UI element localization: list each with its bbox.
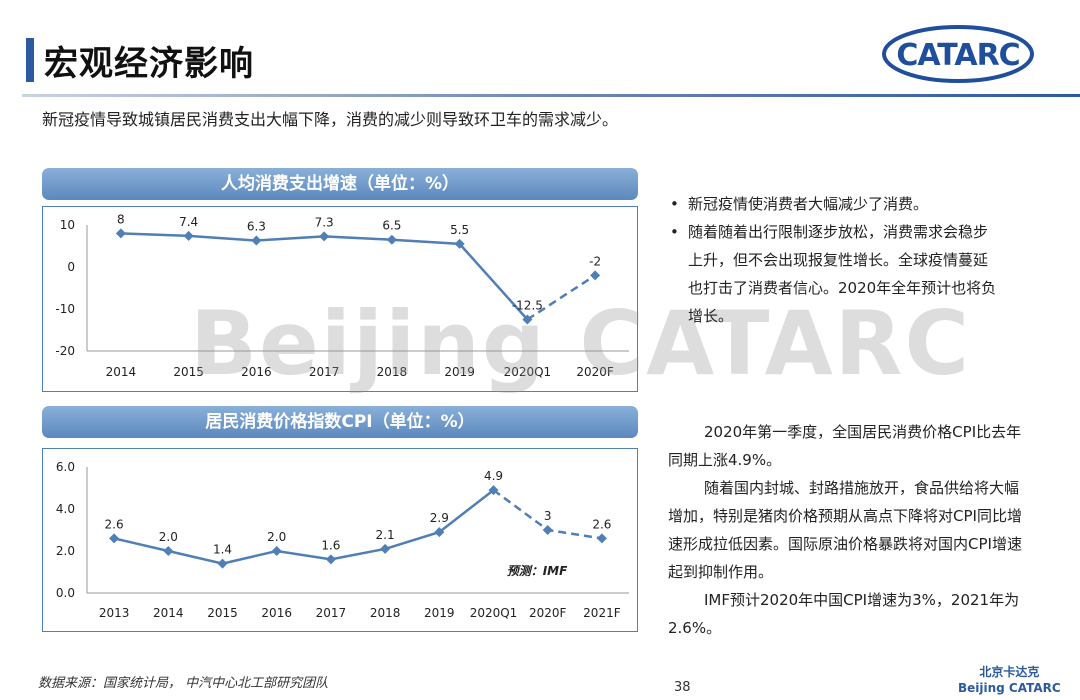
page-title: 宏观经济影响 xyxy=(44,44,254,84)
chart1-x-tick-label: 2014 xyxy=(106,365,137,379)
chart1-panel: 10 0 -10 -20 2014 2015 2016 2017 2018 2019 2020Q1 2… xyxy=(42,206,638,392)
brand-en: Beijing CATARC xyxy=(958,681,1061,695)
logo-text: CATARC xyxy=(896,38,1019,73)
chart1-y-tick-label: -10 xyxy=(55,302,75,316)
chart1-data-label: 6.5 xyxy=(382,219,401,233)
header-divider xyxy=(22,94,1080,97)
chart2-x-tick-label: 2021F xyxy=(583,606,621,620)
brand-cn: 北京卡达克 xyxy=(979,665,1040,679)
chart2-y-tick-label: 0.0 xyxy=(56,586,75,600)
bullet-item: 新冠疫情使消费者大幅减少了消费。 xyxy=(670,190,1000,218)
chart2-x-tick-label: 2016 xyxy=(261,606,292,620)
chart2-data-label: 2.0 xyxy=(159,530,178,544)
chart1-x-tick-label: 2015 xyxy=(173,365,204,379)
chart2-x-tick-label: 2013 xyxy=(99,606,130,620)
chart2-x-tick-label: 2017 xyxy=(316,606,347,620)
chart1-x-tick-label: 2020F xyxy=(576,365,614,379)
chart2-x-tick-label: 2015 xyxy=(207,606,238,620)
chart2-data-point xyxy=(163,546,174,556)
chart2-annotation: 预测：IMF xyxy=(507,564,568,578)
commentary-bullets: 新冠疫情使消费者大幅减少了消费。 随着随着出行限制逐步放松，消费需求会稳步上升，… xyxy=(670,190,1000,330)
chart2-data-label: 2.9 xyxy=(430,511,449,525)
chart2-series-line xyxy=(113,489,495,565)
chart1-data-point xyxy=(522,314,533,325)
chart1-data-point xyxy=(251,235,262,246)
chart2-x-tick-label: 2019 xyxy=(424,606,455,620)
chart1-y-tick-label: 0 xyxy=(67,260,75,274)
chart1-data-point xyxy=(319,231,330,242)
chart2-data-label: 1.4 xyxy=(213,543,232,557)
footer-brand: 北京卡达克 Beijing CATARC xyxy=(958,664,1061,696)
chart2-data-point xyxy=(325,554,336,565)
chart2-data-point xyxy=(380,543,391,554)
chart2-data-point xyxy=(109,533,120,544)
chart2-x-tick-label: 2014 xyxy=(153,606,184,620)
chart2-data-point xyxy=(488,485,499,496)
chart1-x-tick-label: 2020Q1 xyxy=(504,365,552,379)
chart1-data-point xyxy=(386,234,397,245)
chart1-data-label: -2 xyxy=(589,254,601,268)
chart2-panel: 6.0 4.0 2.0 0.0 2013 2014 2015 2016 2017 2018 2019… xyxy=(42,448,638,632)
chart2-y-tick-label: 2.0 xyxy=(56,544,75,558)
title-accent-bar xyxy=(26,38,34,82)
chart2-y-tick-label: 6.0 xyxy=(56,460,75,474)
chart2-data-label: 2.6 xyxy=(592,517,611,531)
cpi-paragraph-2: 随着国内封城、封路措施放开，食品供给将大幅增加，特别是猪肉价格预期从高点下降将对… xyxy=(668,479,1022,581)
chart1-data-point xyxy=(115,228,126,239)
chart1-x-tick-label: 2018 xyxy=(377,365,408,379)
chart2-data-point xyxy=(271,546,282,556)
chart2-x-tick-label: 2020F xyxy=(529,606,567,620)
chart1-data-point xyxy=(183,230,194,241)
page-number: 38 xyxy=(674,680,691,695)
chart2-x-tick-label: 2018 xyxy=(370,606,401,620)
chart2-x-tick-label: 2020Q1 xyxy=(470,606,518,620)
chart1-data-label: 8 xyxy=(117,212,125,226)
chart1-y-tick-label: 10 xyxy=(60,218,75,232)
chart1-x-tick-label: 2016 xyxy=(241,365,272,379)
chart2-data-point xyxy=(596,533,607,544)
chart1-header: 人均消费支出增速（单位：%） xyxy=(42,168,638,200)
chart2-data-label: 4.9 xyxy=(484,469,503,483)
chart2-data-label: 2.0 xyxy=(267,530,286,544)
chart1-series-line xyxy=(120,232,529,321)
catarc-logo: CATARC xyxy=(882,25,1034,83)
chart2-data-label: 2.1 xyxy=(376,528,395,542)
chart2-data-label: 3 xyxy=(544,509,552,523)
bullet-item: 随着随着出行限制逐步放松，消费需求会稳步上升，但不会出现报复性增长。全球疫情蔓延… xyxy=(670,218,1000,330)
chart2-svg: 6.0 4.0 2.0 0.0 2013 2014 2015 2016 2017 2018 2019… xyxy=(56,460,629,620)
cpi-paragraph-3: IMF预计2020年中国CPI增速为3%，2021年为2.6%。 xyxy=(668,591,1020,637)
cpi-paragraph-1: 2020年第一季度，全国居民消费价格CPI比去年同期上涨4.9%。 xyxy=(668,423,1022,469)
chart1-data-point xyxy=(454,238,465,249)
chart2-data-label: 2.6 xyxy=(105,517,124,531)
chart2-data-label: 1.6 xyxy=(321,538,340,552)
chart1-data-point xyxy=(590,270,601,281)
chart1-data-label: 7.3 xyxy=(315,215,334,229)
chart1-y-tick-label: -20 xyxy=(55,344,75,358)
page-subtitle: 新冠疫情导致城镇居民消费支出大幅下降，消费的减少则导致环卫车的需求减少。 xyxy=(42,110,619,129)
chart2-data-point xyxy=(542,525,553,535)
data-source-note: 数据来源：国家统计局， 中汽中心北工部研究团队 xyxy=(38,676,329,691)
chart1-svg: 10 0 -10 -20 2014 2015 2016 2017 2018 2019 2020Q1 2… xyxy=(55,212,629,379)
chart2-y-tick-label: 4.0 xyxy=(56,502,75,516)
chart1-data-label: 7.4 xyxy=(179,215,198,229)
chart1-data-label: 6.3 xyxy=(247,220,266,234)
chart1-forecast-line xyxy=(526,274,596,321)
chart1-x-tick-label: 2019 xyxy=(444,365,475,379)
chart2-data-point xyxy=(217,558,228,569)
chart1-data-label: 5.5 xyxy=(450,223,469,237)
chart2-data-point xyxy=(434,527,445,538)
chart1-data-label: -12.5 xyxy=(512,299,543,313)
chart1-x-tick-label: 2017 xyxy=(309,365,340,379)
chart2-header: 居民消费价格指数CPI（单位：%） xyxy=(42,406,638,438)
